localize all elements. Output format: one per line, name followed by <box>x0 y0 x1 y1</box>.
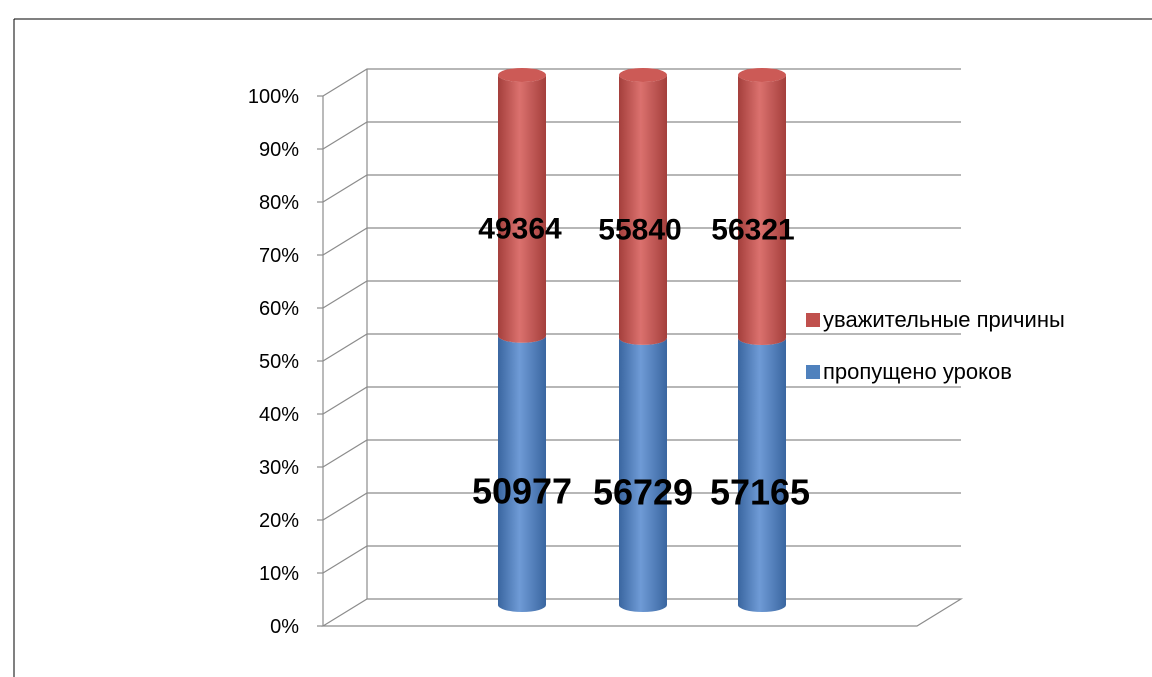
bar-top-cap <box>738 68 786 82</box>
y-tick-label: 90% <box>259 139 299 161</box>
bar-top-cap <box>619 68 667 82</box>
y-tick-label: 70% <box>259 245 299 267</box>
legend-label: пропущено уроков <box>823 359 1012 384</box>
y-tick-label: 0% <box>270 616 299 638</box>
bar-segment <box>619 337 667 612</box>
data-labels: 50977 49364 56729 55840 57165 56321 <box>472 212 810 512</box>
legend-label: уважительные причины <box>823 307 1065 332</box>
y-tick-label: 10% <box>259 563 299 585</box>
data-label: 56321 <box>711 214 794 247</box>
y-tick-label: 30% <box>259 457 299 479</box>
y-tick-label: 60% <box>259 298 299 320</box>
bar-segment <box>738 338 786 612</box>
bar-segment <box>619 75 667 345</box>
y-tick-label: 40% <box>259 404 299 426</box>
data-label: 55840 <box>598 213 681 246</box>
data-label: 50977 <box>472 470 572 511</box>
bar-top-cap <box>498 68 546 82</box>
y-axis: 0% 10% 20% 30% 40% 50% 60% 70% 80% 90% 100% <box>248 86 324 638</box>
y-tick-label: 50% <box>259 351 299 373</box>
y-tick-label: 20% <box>259 510 299 532</box>
legend-swatch <box>806 313 820 327</box>
y-tick-label: 100% <box>248 86 299 108</box>
bar-segment <box>738 75 786 346</box>
data-label: 57165 <box>710 472 810 513</box>
bar-segment <box>498 75 546 343</box>
data-label: 56729 <box>593 471 693 512</box>
data-label: 49364 <box>478 212 562 245</box>
legend-swatch <box>806 365 820 379</box>
chart-floor <box>320 598 964 627</box>
bar-segment <box>498 335 546 612</box>
bars <box>498 68 786 612</box>
legend: уважительные причины пропущено уроков <box>806 307 1065 384</box>
y-tick-label: 80% <box>259 192 299 214</box>
